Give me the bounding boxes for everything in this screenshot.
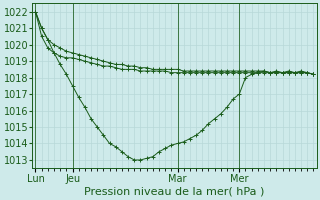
X-axis label: Pression niveau de la mer( hPa ): Pression niveau de la mer( hPa ) xyxy=(84,187,265,197)
